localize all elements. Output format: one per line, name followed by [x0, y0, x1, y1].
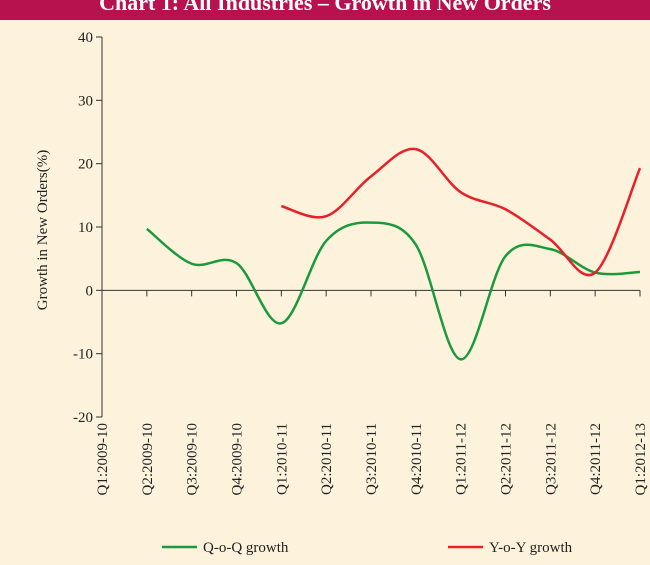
x-tick-label: Q2:2011-12 — [499, 423, 515, 495]
x-tick-label: Q1:2009-10 — [95, 423, 111, 496]
x-tick-label: Q1:2012-13 — [633, 423, 649, 496]
y-tick-label: 40 — [78, 30, 93, 46]
legend-label: Q-o-Q growth — [203, 540, 289, 556]
x-tick-label: Q4:2009-10 — [230, 423, 246, 496]
x-tick-label: Q1:2011-12 — [454, 423, 470, 495]
x-tick-label: Q4:2010-11 — [409, 423, 425, 495]
x-tick-label: Q1:2010-11 — [274, 423, 290, 495]
x-tick-label: Q3:2011-12 — [543, 423, 559, 495]
y-tick-label: -20 — [73, 410, 93, 426]
x-tick-label: Q3:2010-11 — [364, 423, 380, 495]
y-tick-label: 0 — [86, 283, 94, 299]
x-tick-label: Q4:2011-12 — [588, 423, 604, 495]
chart-title: Chart 1: All Industries – Growth in New … — [99, 0, 551, 15]
y-axis-label: Growth in New Orders(%) — [35, 150, 51, 310]
y-tick-label: 10 — [78, 220, 93, 236]
title-bar — [0, 0, 650, 20]
y-tick-label: 20 — [78, 157, 93, 173]
y-tick-label: -10 — [73, 347, 93, 363]
series-line — [146, 221, 641, 361]
legend-label: Y-o-Y growth — [489, 540, 573, 556]
series-line — [280, 147, 642, 277]
x-tick-label: Q3:2009-10 — [185, 423, 201, 496]
x-tick-label: Q2:2009-10 — [140, 423, 156, 496]
x-tick-label: Q2:2010-11 — [319, 423, 335, 495]
y-tick-label: 30 — [78, 93, 93, 109]
